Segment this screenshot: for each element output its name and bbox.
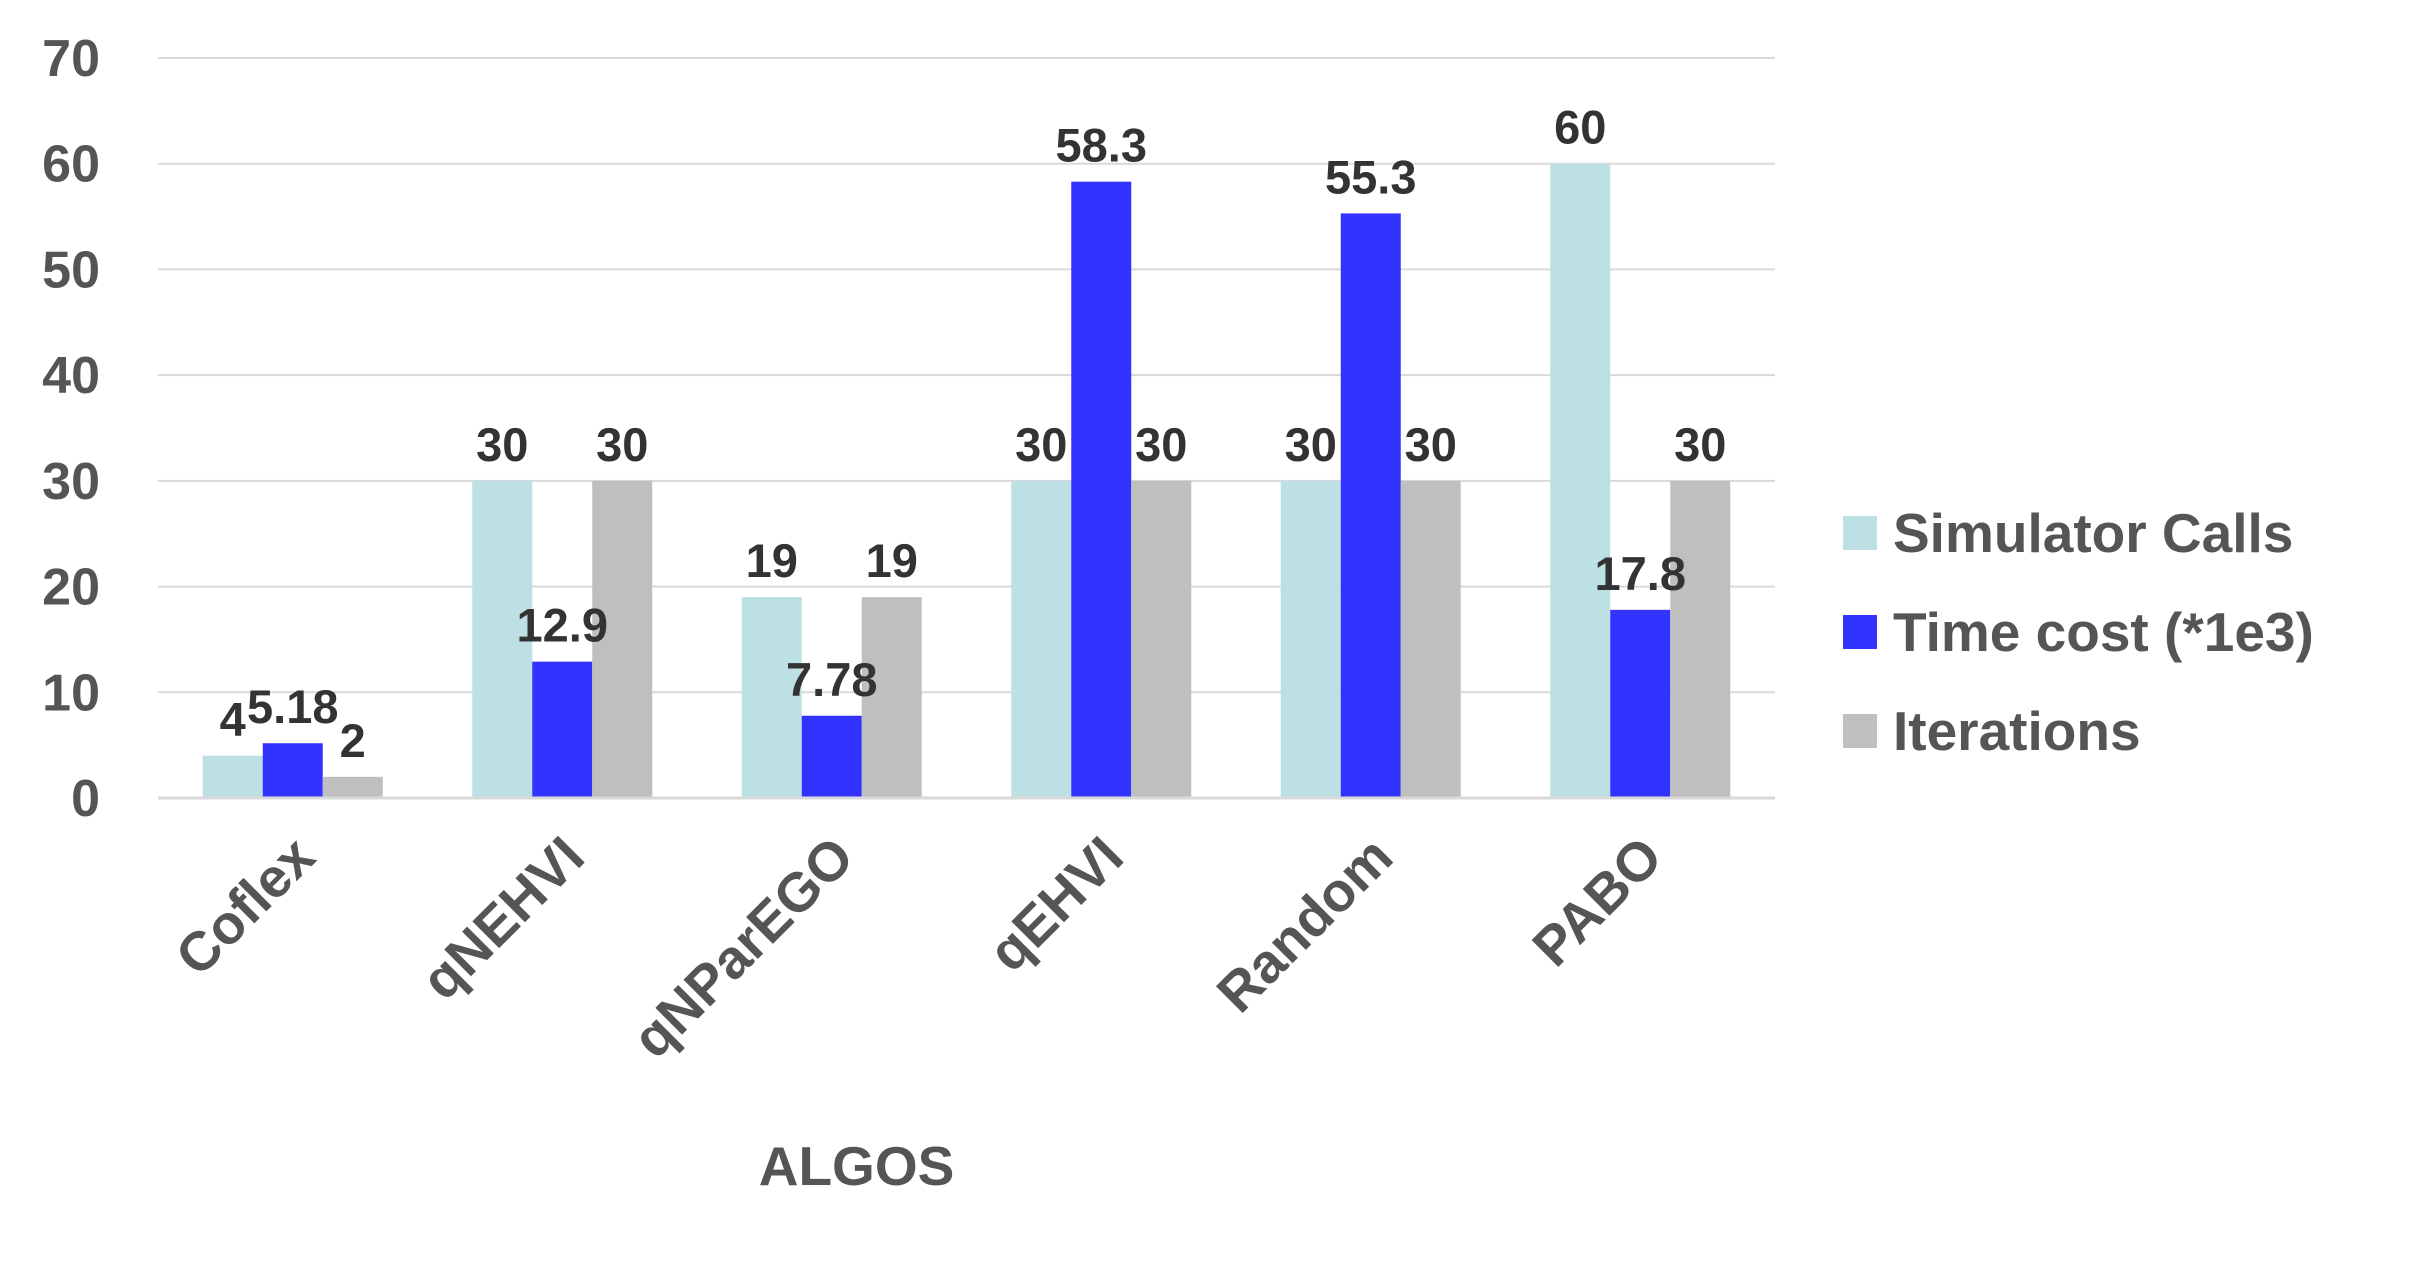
bar xyxy=(322,776,383,798)
data-label: 7.78 xyxy=(786,653,877,706)
legend-swatch xyxy=(1843,516,1877,550)
bar xyxy=(1131,480,1192,798)
category-labels: Coflex qNEHVI qNParEGO qEHVI Random PABO xyxy=(164,824,1674,1069)
y-tick-label: 10 xyxy=(42,664,100,722)
legend-label: Simulator Calls xyxy=(1893,502,2293,564)
legend-swatch xyxy=(1843,615,1877,649)
data-label: 30 xyxy=(1285,418,1337,471)
data-label: 30 xyxy=(1135,418,1187,471)
bar xyxy=(861,597,922,798)
data-label: 19 xyxy=(746,534,798,587)
bar xyxy=(1011,480,1072,798)
data-label: 30 xyxy=(1405,418,1457,471)
bar xyxy=(202,755,263,798)
data-label: 5.18 xyxy=(247,680,338,733)
bar xyxy=(1280,480,1341,798)
data-labels: 4 5.182 30 12.9 30 19 7.78 19 30 58.3 30 30 55.3 30 60… xyxy=(220,101,1727,767)
bar xyxy=(1400,480,1461,798)
legend-label: Time cost (*1e3) xyxy=(1893,601,2314,663)
category-label: Random xyxy=(1205,825,1404,1024)
y-tick-label: 70 xyxy=(42,30,100,88)
data-label: 2 xyxy=(340,714,366,767)
x-axis-title: ALGOS xyxy=(759,1135,955,1197)
y-tick-label: 40 xyxy=(42,347,100,405)
legend: Simulator Calls Time cost (*1e3) Iteration… xyxy=(1843,502,2314,762)
data-label: 58.3 xyxy=(1056,119,1147,172)
category-label: qEHVI xyxy=(976,825,1134,983)
bar xyxy=(532,661,593,798)
gridlines xyxy=(158,57,1775,694)
category-label: Coflex xyxy=(164,824,327,987)
y-tick-label: 50 xyxy=(42,241,100,299)
legend-label: Iterations xyxy=(1893,700,2141,762)
bar xyxy=(1340,213,1401,798)
data-label: 4 xyxy=(220,693,246,746)
data-label: 30 xyxy=(1015,418,1067,471)
bar xyxy=(741,597,802,798)
y-tick-label: 0 xyxy=(71,770,100,828)
data-label: 17.8 xyxy=(1595,547,1686,600)
category-label: qNEHVI xyxy=(409,825,595,1011)
bar xyxy=(1610,609,1671,798)
data-label: 30 xyxy=(476,418,528,471)
data-label: 12.9 xyxy=(517,599,608,652)
data-label: 30 xyxy=(1674,418,1726,471)
bar xyxy=(801,715,862,798)
bar xyxy=(592,480,653,798)
data-label: 30 xyxy=(596,418,648,471)
bar xyxy=(472,480,533,798)
bar xyxy=(1550,163,1611,798)
bar xyxy=(1670,480,1731,798)
data-label: 19 xyxy=(866,534,918,587)
bar xyxy=(262,743,323,798)
bars xyxy=(202,163,1731,798)
data-label: 55.3 xyxy=(1325,150,1416,203)
y-axis-ticks: 0 10 20 30 40 50 60 70 xyxy=(42,30,100,828)
data-label: 60 xyxy=(1554,101,1606,154)
category-label: qNParEGO xyxy=(620,825,865,1070)
y-tick-label: 20 xyxy=(42,559,100,617)
bar xyxy=(1071,181,1132,798)
y-tick-label: 60 xyxy=(42,136,100,194)
legend-swatch xyxy=(1843,714,1877,748)
category-label: PABO xyxy=(1520,825,1673,978)
y-tick-label: 30 xyxy=(42,453,100,511)
